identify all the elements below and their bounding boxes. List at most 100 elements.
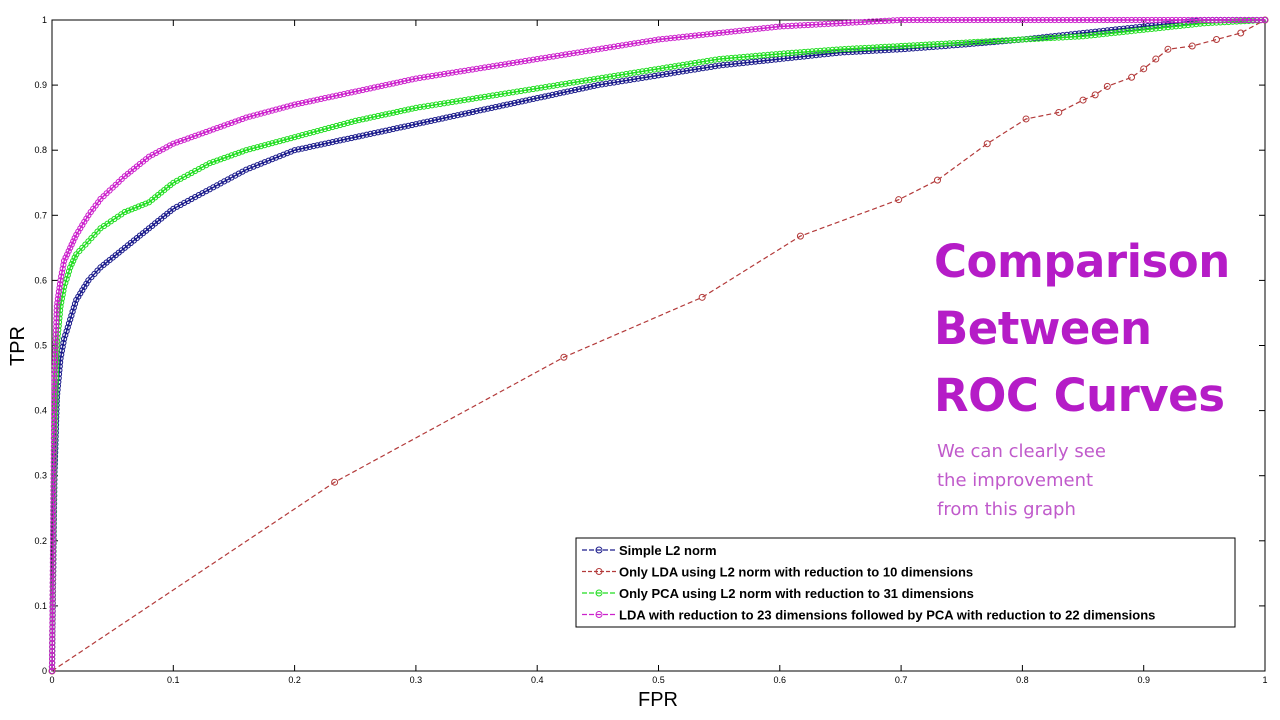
data-point (254, 111, 261, 118)
data-point (359, 86, 366, 94)
data-point (71, 300, 79, 307)
y-tick-label: 0.9 (34, 80, 47, 90)
data-point (619, 42, 626, 49)
data-point (663, 64, 670, 71)
data-point (667, 70, 674, 77)
data-point (355, 87, 363, 94)
data-point (465, 67, 472, 74)
data-point (367, 85, 374, 92)
data-point (1067, 16, 1075, 24)
data-point (416, 74, 423, 82)
data-point (51, 395, 58, 402)
data-point (530, 56, 537, 63)
data-point (49, 655, 56, 663)
data-point (946, 40, 953, 47)
data-point (643, 67, 650, 74)
data-point (683, 61, 690, 68)
data-point (1103, 82, 1111, 90)
data-point (457, 68, 464, 75)
data-point (374, 83, 382, 90)
data-point (461, 67, 468, 74)
data-point (352, 88, 359, 95)
data-point (1088, 32, 1095, 39)
data-point (703, 64, 711, 71)
data-point (513, 59, 521, 66)
data-point (610, 72, 618, 80)
series-3 (48, 16, 1269, 675)
data-point (1152, 55, 1160, 63)
data-point (484, 105, 491, 112)
data-point (1092, 31, 1099, 39)
data-point (526, 86, 533, 93)
y-tick-label: 0.5 (34, 341, 47, 351)
data-point (655, 36, 662, 43)
data-point (213, 157, 221, 164)
data-point (1237, 16, 1244, 24)
data-point (1084, 32, 1091, 39)
data-point (776, 50, 783, 58)
data-point (934, 41, 941, 48)
data-point (635, 39, 642, 46)
data-point (877, 44, 885, 51)
data-point (728, 28, 735, 35)
data-point (564, 88, 571, 95)
data-point (575, 86, 583, 93)
data-point (679, 33, 686, 41)
data-point (221, 154, 228, 162)
data-point (631, 76, 638, 83)
data-point (813, 48, 820, 55)
data-point (433, 101, 440, 108)
data-point (974, 38, 982, 46)
x-tick-label: 0.2 (288, 675, 301, 685)
data-point (572, 86, 579, 94)
data-point (1229, 16, 1236, 24)
data-point (906, 16, 913, 24)
data-point (841, 19, 848, 27)
data-point (732, 28, 739, 35)
data-point (1039, 16, 1046, 24)
data-point (744, 26, 751, 34)
data-point (449, 69, 456, 76)
data-point (740, 53, 747, 61)
data-point (250, 112, 257, 119)
data-point (449, 98, 456, 106)
data-point (845, 45, 852, 53)
data-point (768, 51, 775, 58)
data-point (1059, 34, 1066, 41)
data-point (541, 93, 548, 100)
data-point (801, 53, 808, 60)
data-point (450, 112, 457, 120)
data-point (60, 339, 67, 346)
data-point (254, 162, 261, 169)
data-point (485, 63, 492, 71)
data-point (210, 126, 217, 133)
data-point (708, 63, 715, 71)
data-point (50, 459, 57, 466)
data-point (232, 118, 239, 125)
data-point (699, 31, 707, 38)
data-point (518, 98, 526, 105)
data-point (659, 36, 666, 43)
data-point (635, 75, 642, 82)
data-point (437, 100, 444, 108)
data-point (631, 69, 638, 76)
data-point (902, 16, 909, 24)
data-point (49, 543, 57, 550)
data-point (902, 42, 909, 49)
data-point (1152, 16, 1159, 24)
data-point (390, 80, 397, 87)
data-point (938, 16, 945, 24)
data-point (83, 215, 90, 222)
data-point (683, 33, 690, 40)
data-point (60, 287, 67, 294)
data-point (50, 451, 57, 458)
data-point (708, 30, 715, 38)
data-point (1164, 45, 1172, 53)
data-point (1189, 21, 1196, 28)
data-point (954, 39, 961, 47)
data-point (1120, 28, 1127, 35)
data-point (433, 72, 440, 79)
data-point (412, 75, 419, 82)
data-point (647, 37, 654, 44)
data-point (50, 435, 58, 442)
